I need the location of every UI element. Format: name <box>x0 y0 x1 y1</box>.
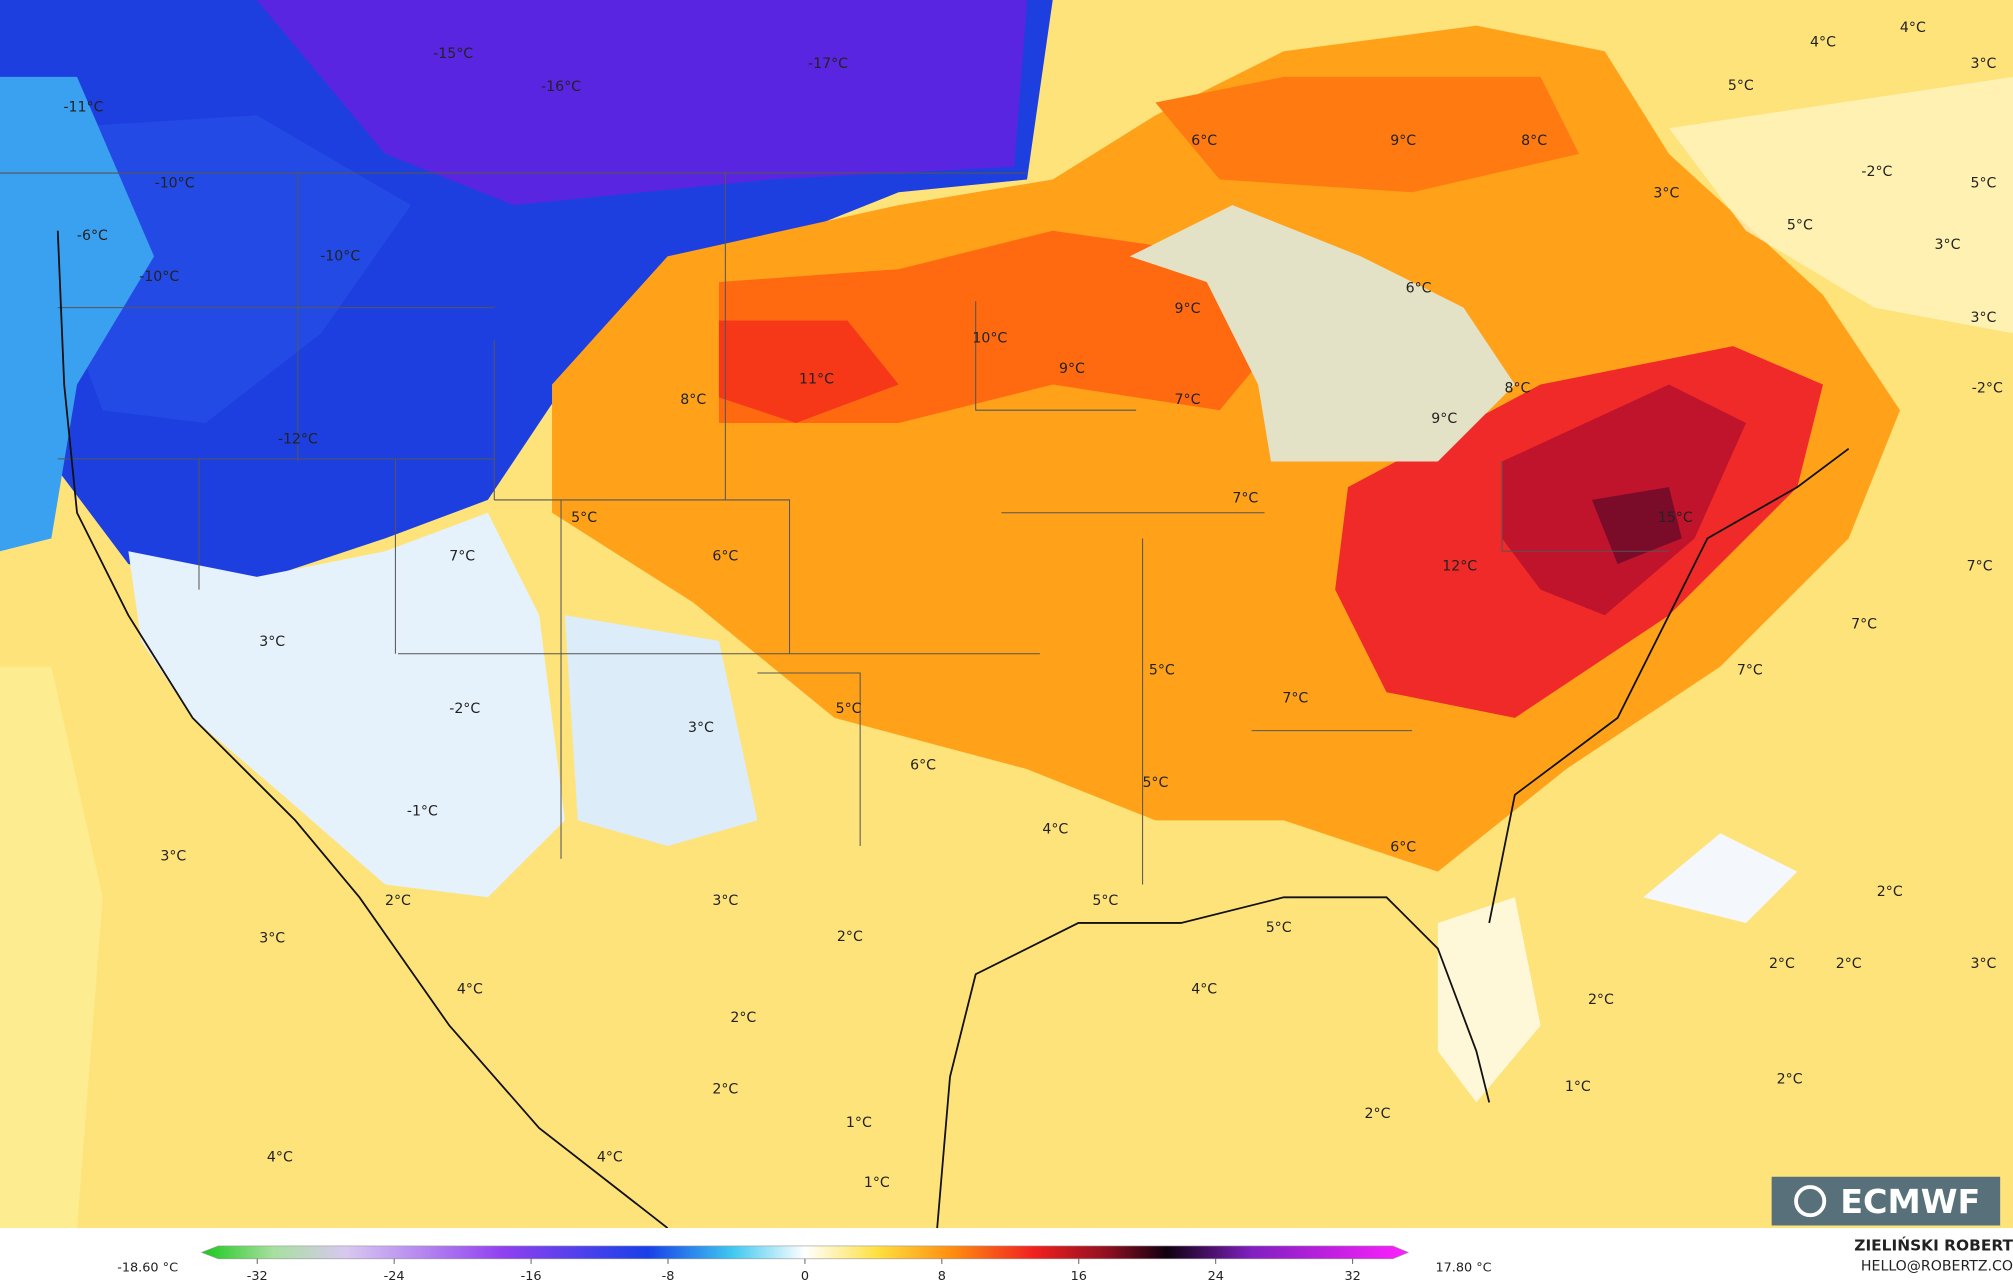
temperature-label: 4°C <box>1900 20 1926 36</box>
temperature-label: 4°C <box>1810 34 1836 50</box>
temperature-label: 8°C <box>1521 133 1547 149</box>
temperature-label: 6°C <box>1406 280 1432 296</box>
temperature-label: 2°C <box>1877 884 1903 900</box>
temperature-label: 2°C <box>1836 956 1862 972</box>
colorbar-tick-label: -24 <box>384 1269 405 1284</box>
colorbar-tick-label: -16 <box>521 1269 542 1284</box>
temperature-label: -15°C <box>433 46 473 62</box>
credit-name: ZIELIŃSKI ROBERT <box>1854 1235 2013 1254</box>
temperature-label: 7°C <box>1737 662 1763 678</box>
colorbar-tick-label: 16 <box>1071 1269 1087 1284</box>
temperature-label: 9°C <box>1059 361 1085 377</box>
temperature-label: 2°C <box>1365 1106 1391 1122</box>
temperature-label: 1°C <box>864 1175 890 1191</box>
temperature-label: 7°C <box>1175 392 1201 408</box>
temperature-label: 7°C <box>1232 491 1258 507</box>
temperature-label: 3°C <box>712 893 738 909</box>
colorbar-tick-label: -8 <box>662 1269 675 1284</box>
temperature-label: 2°C <box>1777 1071 1803 1087</box>
temperature-label: 7°C <box>1967 559 1993 575</box>
temperature-label: -2°C <box>449 701 480 717</box>
temperature-label: -10°C <box>155 175 195 191</box>
temperature-label: 3°C <box>259 930 285 946</box>
temperature-label: 3°C <box>160 848 186 864</box>
map-background <box>0 0 2013 1229</box>
temperature-label: 1°C <box>846 1115 872 1131</box>
temperature-label: 5°C <box>1266 920 1292 936</box>
temperature-label: 5°C <box>1728 78 1754 94</box>
temperature-label: 2°C <box>385 893 411 909</box>
temperature-label: 3°C <box>1971 56 1997 72</box>
colorbar-tick-label: 8 <box>938 1269 946 1284</box>
temperature-label: 12°C <box>1442 559 1477 575</box>
temperature-label: 3°C <box>259 634 285 650</box>
temperature-label: 2°C <box>712 1082 738 1098</box>
colorbar-max: 17.80 °C <box>1435 1260 1491 1275</box>
colorbar-min: -18.60 °C <box>117 1260 178 1275</box>
temperature-label: 7°C <box>1282 691 1308 707</box>
temperature-label: 5°C <box>1971 175 1997 191</box>
temperature-label: -2°C <box>1861 164 1892 180</box>
temperature-label: 8°C <box>680 392 706 408</box>
temperature-label: 1°C <box>1565 1079 1591 1095</box>
colorbar-tick-label: -32 <box>247 1269 268 1284</box>
temperature-labels: -15°C -16°C -17°C -11°C -10°C -6°C -10°C -10°C -… <box>63 20 2003 1191</box>
temperature-label: 6°C <box>1390 839 1416 855</box>
temperature-label: 3°C <box>1971 956 1997 972</box>
temperature-label: 7°C <box>449 548 475 564</box>
state-borders <box>0 172 1669 885</box>
temperature-label: 4°C <box>1191 982 1217 998</box>
temperature-label: 5°C <box>1142 775 1168 791</box>
temperature-label: 3°C <box>1653 186 1679 202</box>
temperature-label: 4°C <box>597 1150 623 1166</box>
temperature-label: 8°C <box>1504 380 1530 396</box>
colorbar-tick-label: 24 <box>1208 1269 1224 1284</box>
temperature-label: 5°C <box>571 510 597 526</box>
temperature-label: 5°C <box>1149 662 1175 678</box>
temperature-label: 6°C <box>712 548 738 564</box>
temperature-label: 3°C <box>1935 237 1961 253</box>
temperature-label: -12°C <box>278 432 318 448</box>
temperature-label: 7°C <box>1851 616 1877 632</box>
temperature-label: 9°C <box>1175 301 1201 317</box>
temperature-label: 6°C <box>910 757 936 773</box>
credit-email: HELLO@ROBERTZ.CO <box>1861 1258 2013 1274</box>
temperature-label: 4°C <box>1042 821 1068 837</box>
temperature-label: -17°C <box>808 56 848 72</box>
temperature-label: 9°C <box>1431 411 1457 427</box>
temperature-label: 4°C <box>457 982 483 998</box>
temperature-label: 10°C <box>972 330 1007 346</box>
temperature-label: 5°C <box>1092 893 1118 909</box>
colorbar-tick-label: 0 <box>801 1269 809 1284</box>
colorbar-tick-label: 32 <box>1345 1269 1361 1284</box>
temperature-label: 15°C <box>1658 510 1693 526</box>
colorbar <box>200 1245 1410 1260</box>
temperature-label: -2°C <box>1972 380 2003 396</box>
temperature-label: -16°C <box>541 79 581 95</box>
temperature-label: 5°C <box>836 701 862 717</box>
temperature-label: 3°C <box>688 720 714 736</box>
coastlines <box>56 230 1850 1229</box>
temperature-label: 2°C <box>730 1010 756 1026</box>
logo: ECMWF <box>1771 1176 2001 1226</box>
temperature-label: -11°C <box>63 100 103 116</box>
temperature-label: 3°C <box>1971 310 1997 326</box>
temperature-label: 4°C <box>267 1150 293 1166</box>
logo-text: ECMWF <box>1840 1182 1980 1221</box>
temperature-label: 11°C <box>799 371 834 387</box>
temperature-label: 2°C <box>1769 956 1795 972</box>
temperature-label: 2°C <box>1588 992 1614 1008</box>
temperature-label: 9°C <box>1390 133 1416 149</box>
temperature-label: -1°C <box>407 803 438 819</box>
temperature-label: -10°C <box>139 269 179 285</box>
temperature-label: 2°C <box>837 929 863 945</box>
temperature-label: -6°C <box>77 228 108 244</box>
temperature-label: 6°C <box>1191 133 1217 149</box>
temperature-label: -10°C <box>320 248 360 264</box>
temperature-label: 5°C <box>1787 218 1813 234</box>
